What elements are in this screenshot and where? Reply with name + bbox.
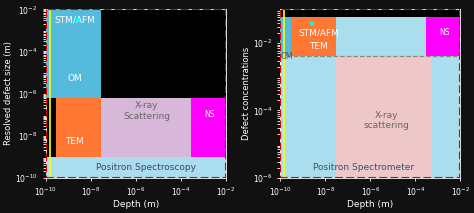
Bar xyxy=(426,17,460,56)
Text: Positron Spectroscopy: Positron Spectroscopy xyxy=(96,163,196,172)
Text: TEM: TEM xyxy=(309,42,328,51)
Text: NS: NS xyxy=(205,110,215,119)
Text: X-ray
Scattering: X-ray Scattering xyxy=(123,101,170,121)
Text: TEM: TEM xyxy=(65,137,84,147)
Bar xyxy=(56,98,101,157)
Text: Positron Spectrometer: Positron Spectrometer xyxy=(313,163,414,172)
Bar xyxy=(291,17,336,56)
Bar xyxy=(46,52,101,98)
Y-axis label: Resolved defect size (m): Resolved defect size (m) xyxy=(4,42,13,145)
Bar xyxy=(191,98,226,157)
Bar xyxy=(46,157,226,178)
Bar xyxy=(336,56,431,178)
Text: NS: NS xyxy=(439,28,450,37)
Bar xyxy=(280,17,336,56)
Text: STM/AFM: STM/AFM xyxy=(55,16,95,25)
Text: OM: OM xyxy=(68,74,82,83)
Bar xyxy=(280,56,460,178)
Text: STM/AFM: STM/AFM xyxy=(298,28,339,37)
Bar xyxy=(46,9,101,52)
Y-axis label: Defect concentrations: Defect concentrations xyxy=(242,47,251,140)
X-axis label: Depth (m): Depth (m) xyxy=(112,200,159,209)
X-axis label: Depth (m): Depth (m) xyxy=(347,200,393,209)
Text: X-ray
scattering: X-ray scattering xyxy=(363,111,409,130)
Bar xyxy=(101,98,191,157)
Text: OM: OM xyxy=(281,52,293,61)
Bar xyxy=(280,17,460,56)
